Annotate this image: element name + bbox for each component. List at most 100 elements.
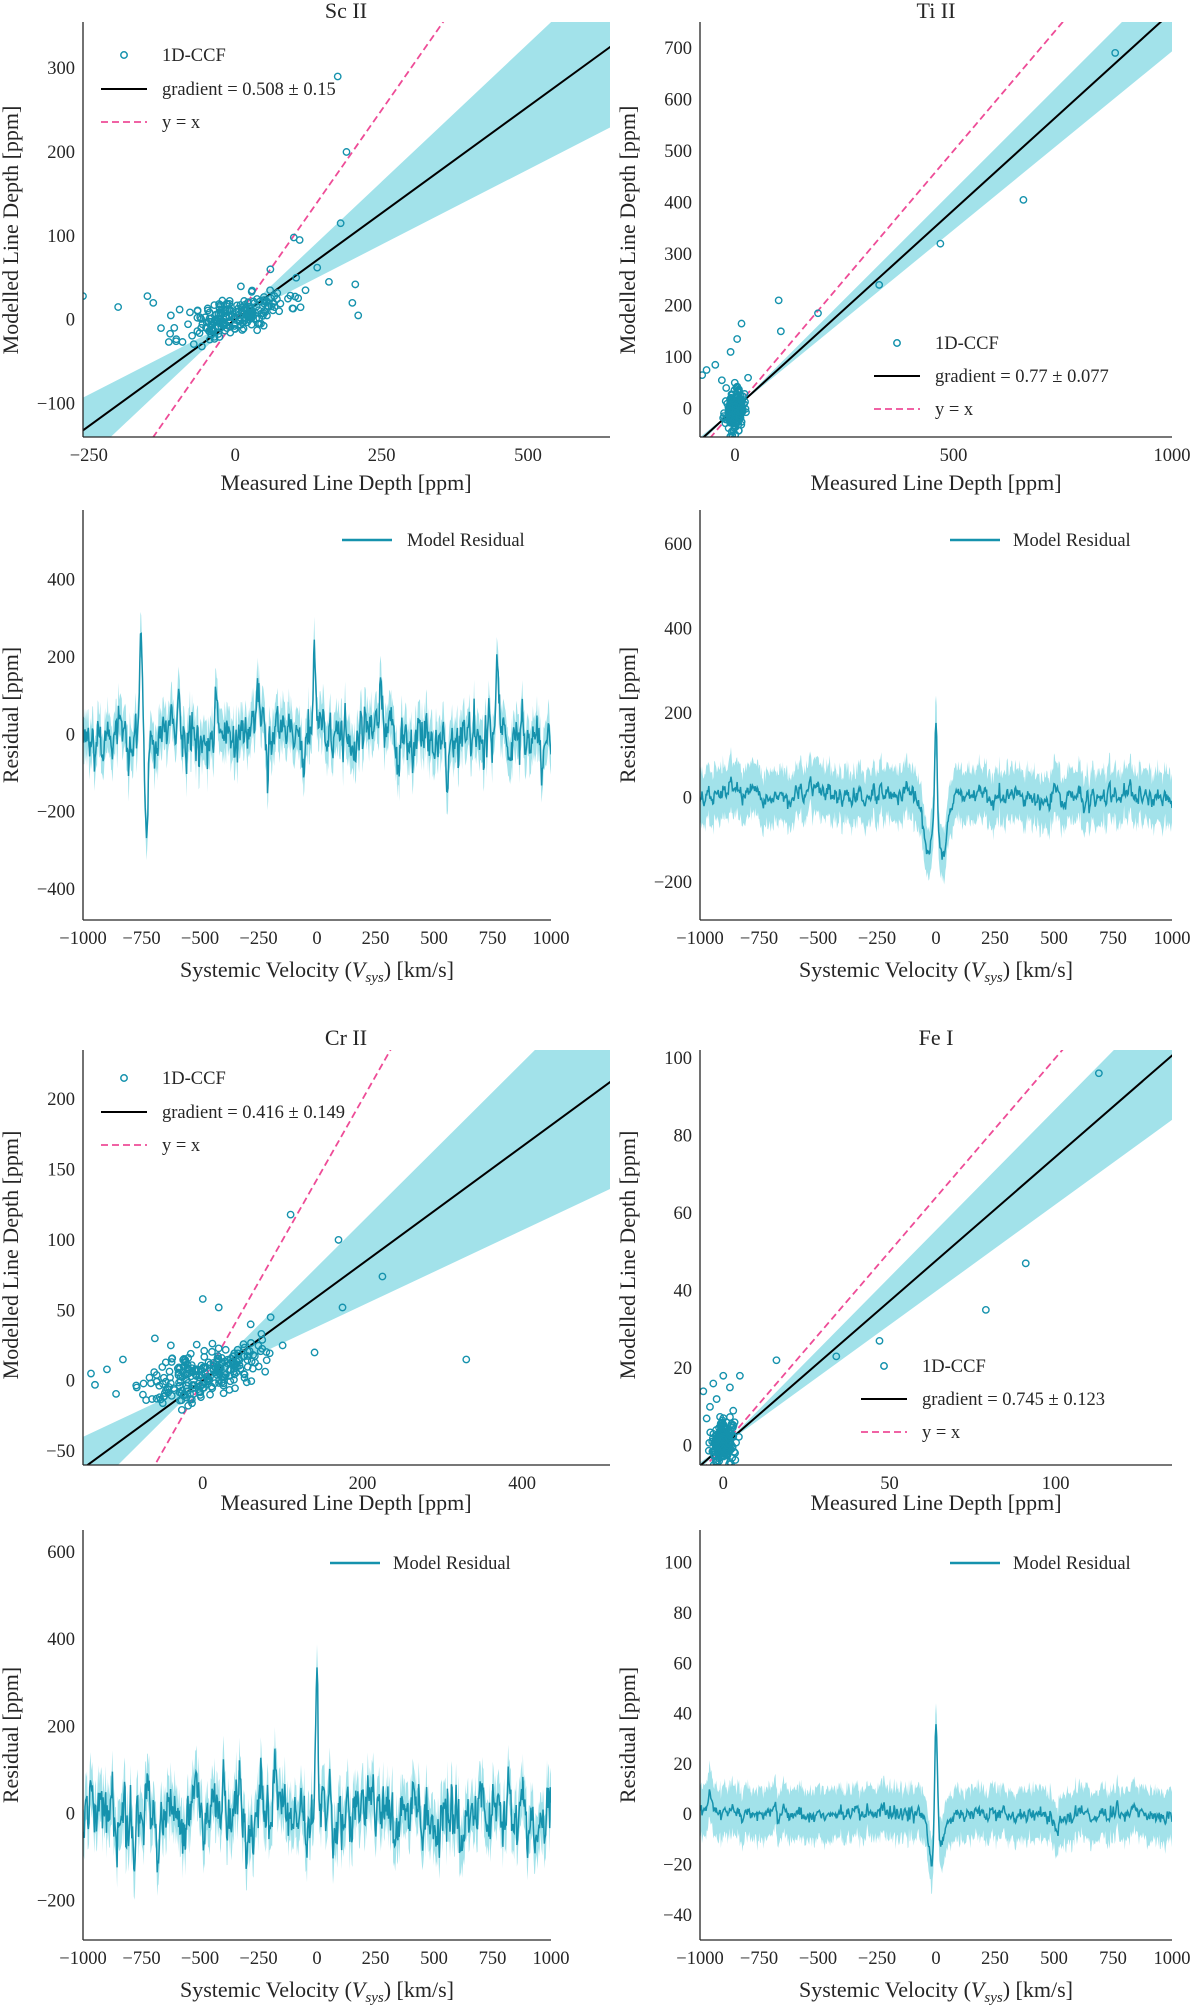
data-point — [184, 320, 192, 329]
panel-title: Ti II — [917, 0, 956, 23]
y-axis-label: Modelled Line Depth [ppm] — [0, 1131, 23, 1380]
x-tick-label: −1000 — [59, 929, 106, 949]
data-point — [240, 1373, 249, 1382]
data-point — [207, 325, 216, 334]
y-tick-label: 80 — [674, 1604, 693, 1624]
data-point — [875, 1336, 884, 1345]
data-point — [260, 297, 269, 306]
data-point — [214, 1303, 223, 1312]
y-tick-label: −20 — [663, 1856, 692, 1876]
data-point — [188, 1368, 197, 1377]
data-point — [176, 1372, 185, 1381]
data-point — [712, 1395, 721, 1403]
data-point — [213, 1354, 222, 1363]
x-tick-label: 0 — [730, 446, 739, 466]
data-point — [266, 286, 275, 295]
data-point — [729, 435, 736, 437]
data-point — [198, 320, 207, 329]
x-tick-label: 500 — [420, 929, 448, 949]
data-point — [183, 1363, 192, 1372]
data-point — [334, 1236, 343, 1244]
legend: 1D-CCF gradient = 0.416 ± 0.149 y = x — [101, 1069, 345, 1156]
x-tick-label: 250 — [981, 1949, 1009, 1969]
data-point — [219, 1373, 228, 1382]
y-tick-label: 600 — [47, 1543, 75, 1563]
legend-label-identity: y = x — [935, 400, 974, 420]
data-point — [266, 265, 275, 274]
y-axis-label: Residual [ppm] — [0, 1667, 23, 1803]
panel-ti-correlation: Ti II 0 500 1000 0 100 200 300 400 500 600 700 Mea… — [615, 0, 1191, 495]
data-point — [257, 1329, 266, 1338]
data-point — [296, 303, 305, 312]
x-tick-label: 500 — [940, 446, 968, 466]
data-point — [264, 299, 273, 307]
data-point — [709, 1379, 718, 1388]
data-point — [725, 1460, 733, 1465]
identity-line — [152, 22, 445, 437]
data-point — [338, 1303, 347, 1312]
data-point — [733, 335, 742, 343]
legend: Model Residual — [330, 1554, 511, 1574]
data-point — [726, 1413, 734, 1421]
data-point — [255, 297, 264, 306]
y-tick-label: −200 — [654, 873, 692, 893]
data-point — [236, 282, 245, 291]
data-point — [259, 321, 268, 330]
data-point — [251, 309, 260, 317]
panel-cr-residual: −1000 −750 −500 −250 0 250 500 750 1000 −200 0 200 4… — [0, 1530, 570, 2006]
data-point — [219, 1389, 228, 1398]
x-axis-label: Systemic Velocity (Vsys) [km/s] — [799, 1977, 1073, 2006]
x-axis-label: Measured Line Depth [ppm] — [810, 1490, 1061, 1515]
data-point — [348, 298, 357, 307]
x-tick-label: 0 — [312, 1949, 321, 1969]
data-point — [254, 1341, 263, 1350]
data-point — [336, 219, 345, 228]
y-axis-label: Residual [ppm] — [0, 647, 23, 783]
data-point — [728, 1423, 737, 1432]
axes: −1000 −750 −500 −250 0 250 500 750 1000 −200 0 200 4… — [654, 510, 1191, 949]
legend: 1D-CCF gradient = 0.508 ± 0.15 y = x — [101, 46, 336, 133]
data-point — [254, 1362, 263, 1371]
y-tick-label: 0 — [683, 1437, 692, 1457]
axes: −250 0 250 500 −100 0 100 200 300 — [37, 22, 610, 466]
data-point — [218, 296, 227, 305]
legend-marker-scatter — [880, 1362, 888, 1370]
data-point — [720, 1421, 729, 1430]
x-tick-label: −1000 — [676, 929, 723, 949]
data-point — [709, 1461, 718, 1465]
x-tick-label: 0 — [231, 446, 240, 466]
legend-label-identity: y = x — [162, 113, 201, 133]
legend: Model Residual — [342, 531, 525, 551]
fit-line — [85, 1080, 610, 1465]
data-point — [284, 294, 292, 303]
data-point — [145, 1373, 154, 1382]
legend-label-line: Model Residual — [1013, 531, 1131, 551]
y-tick-label: 200 — [47, 1090, 75, 1110]
data-point — [1094, 1069, 1103, 1078]
data-point — [706, 1428, 715, 1437]
x-tick-label: 0 — [198, 1474, 207, 1494]
x-tick-label: 750 — [479, 929, 507, 949]
data-point — [719, 1371, 728, 1380]
data-point — [214, 1369, 223, 1378]
x-tick-label: −500 — [181, 1949, 219, 1969]
data-point — [236, 320, 245, 329]
data-point — [200, 1364, 209, 1373]
legend-label-scatter: 1D-CCF — [162, 46, 226, 66]
data-point — [236, 1364, 245, 1373]
data-point — [197, 315, 206, 323]
data-point — [210, 301, 219, 310]
data-point — [207, 317, 216, 326]
data-point — [119, 1355, 127, 1364]
data-point — [206, 1372, 215, 1381]
data-point — [729, 1406, 738, 1415]
panel-title: Sc II — [325, 0, 367, 23]
data-points — [83, 72, 363, 351]
y-tick-label: 60 — [674, 1654, 693, 1674]
data-point — [717, 1451, 726, 1460]
data-points — [87, 1210, 471, 1414]
data-point — [704, 1446, 713, 1455]
y-tick-label: 80 — [674, 1126, 693, 1146]
data-point — [174, 1368, 183, 1377]
